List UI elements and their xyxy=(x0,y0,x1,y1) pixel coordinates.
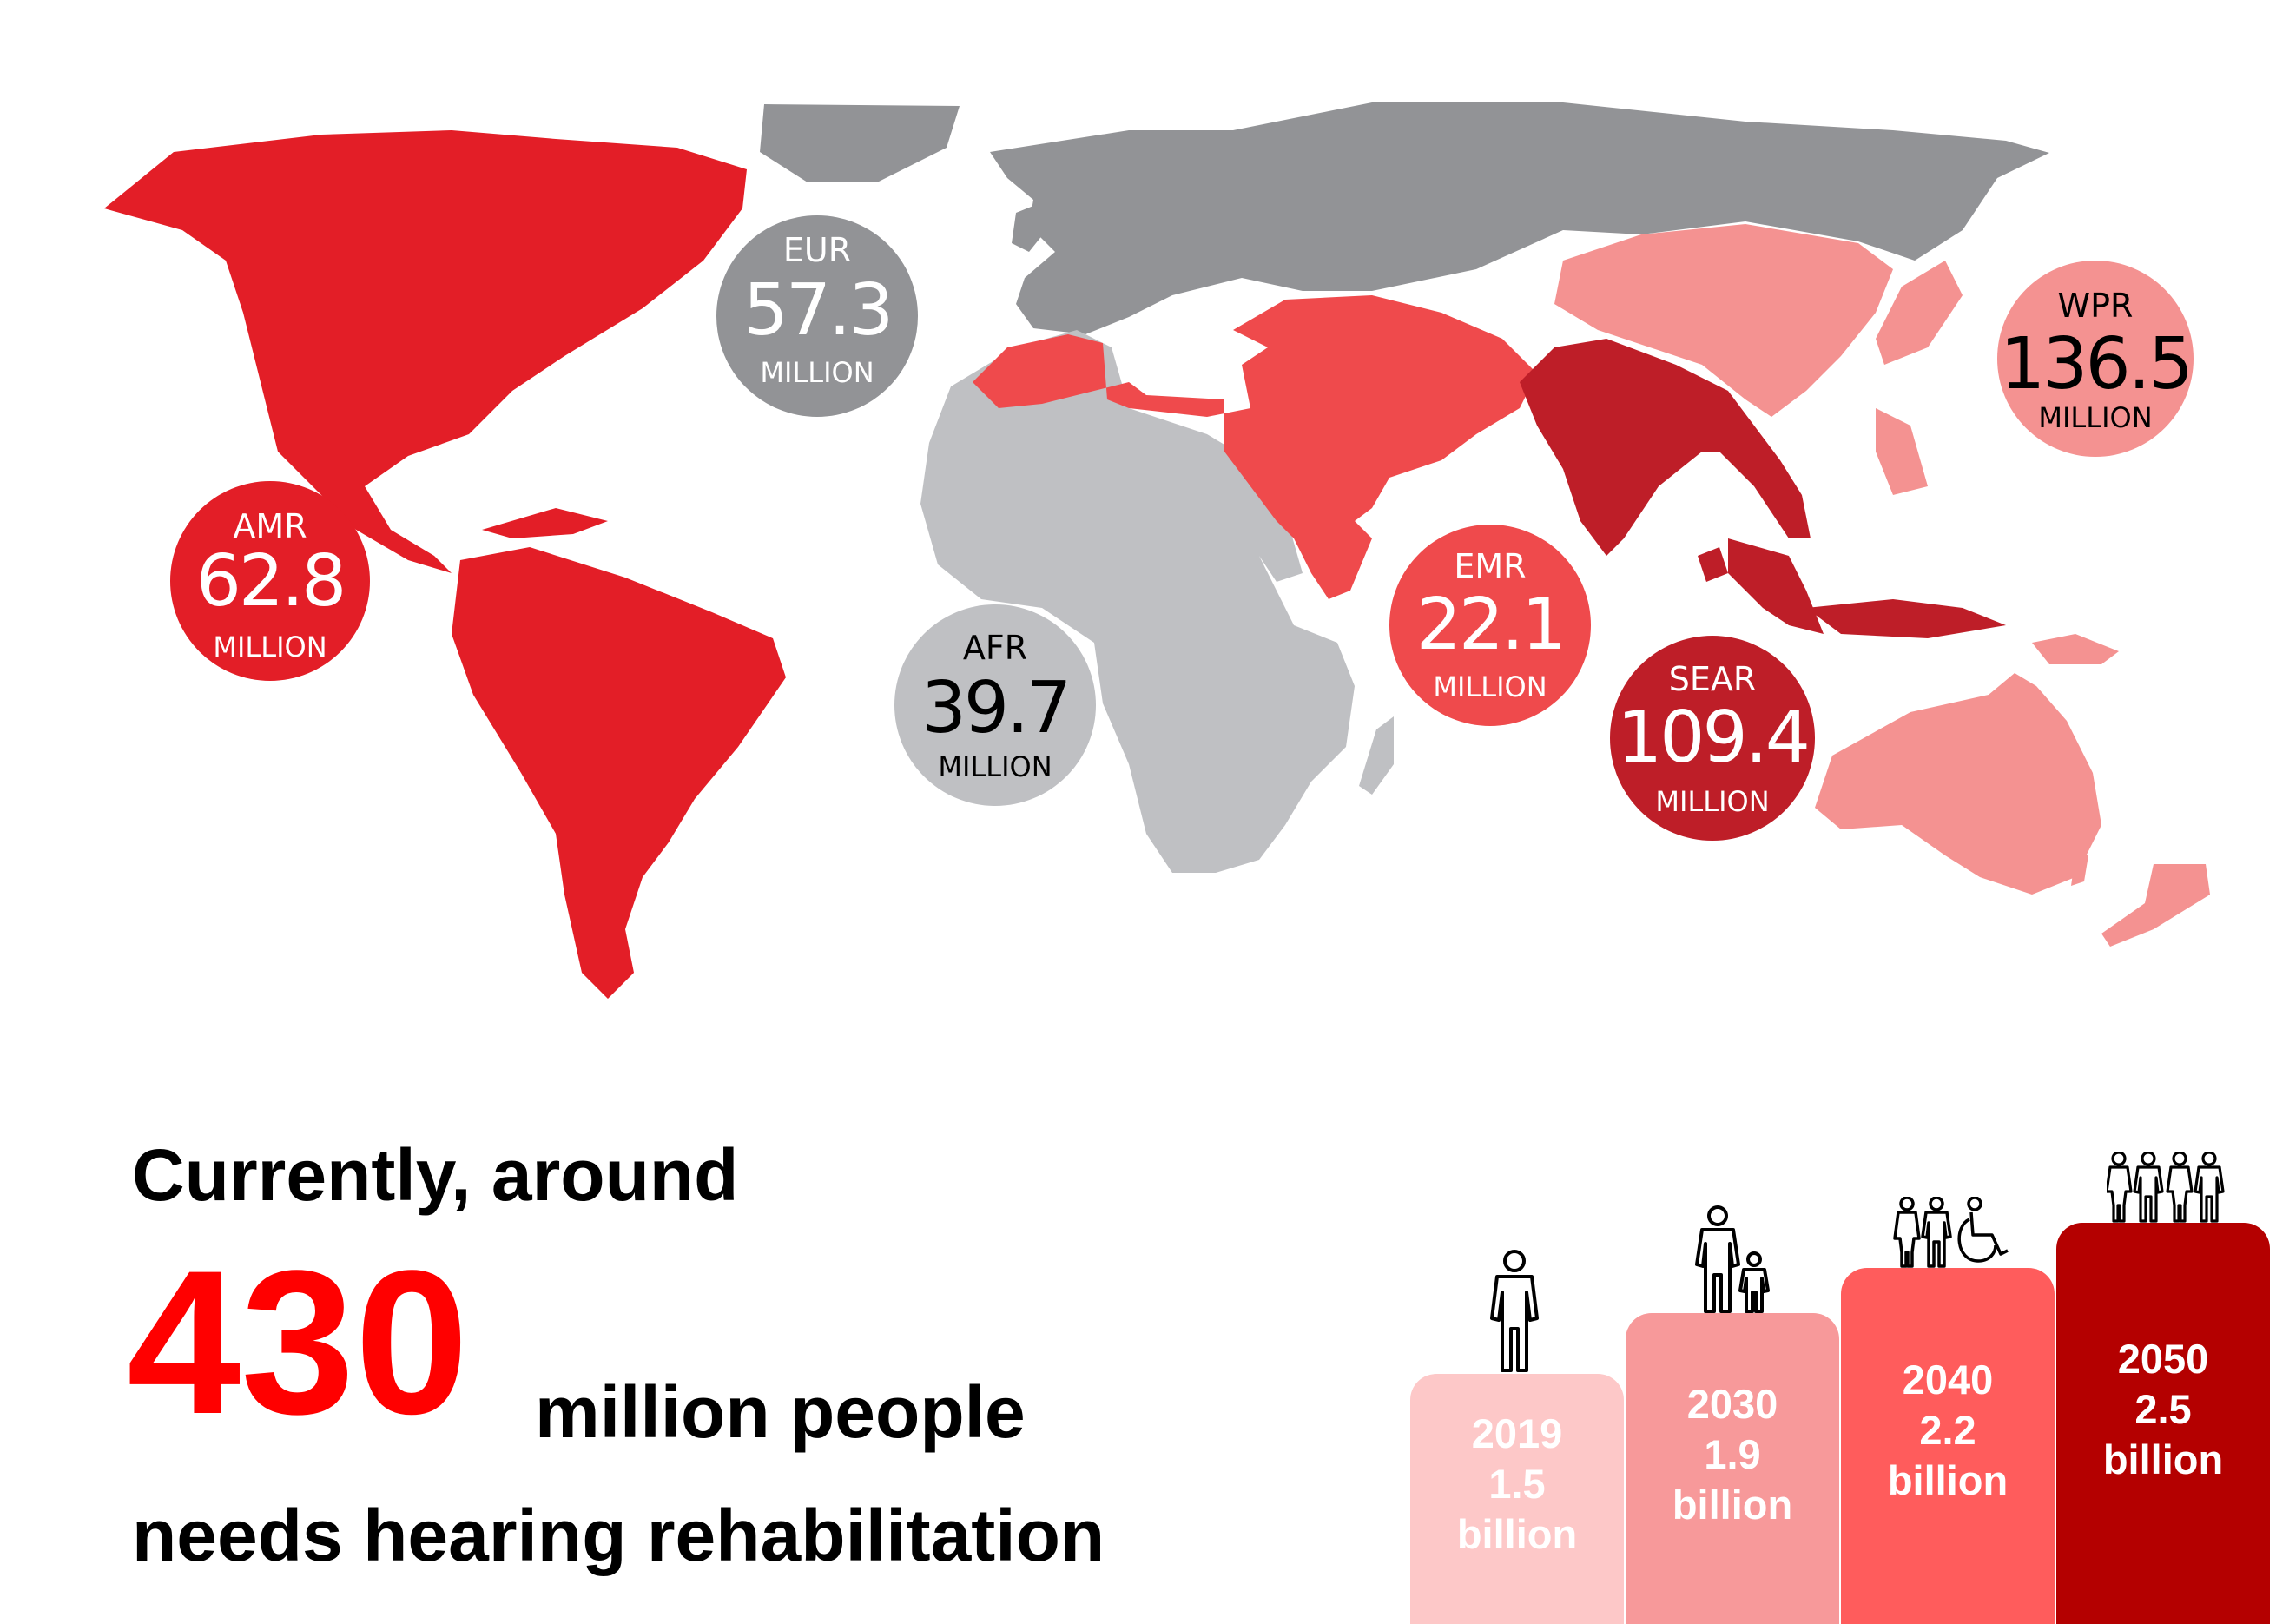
projection-bar-2040: 2040 2.2 billion xyxy=(1841,1268,2055,1624)
region-value: 109.4 xyxy=(1617,696,1811,779)
four-people-icon xyxy=(2107,1152,2225,1223)
map-region-eur xyxy=(760,102,2049,334)
region-code: WPR xyxy=(2057,287,2134,325)
headline-line-1: Currently, around xyxy=(132,1134,739,1216)
region-value: 57.3 xyxy=(742,269,894,352)
region-unit: MILLION xyxy=(1655,785,1770,818)
headline-line-3: needs hearing rehabilitation xyxy=(132,1495,1105,1576)
region-unit: MILLION xyxy=(760,356,874,389)
bar-year-label: 2050 xyxy=(2117,1336,2209,1382)
bar-unit-label: billion xyxy=(1456,1511,1578,1557)
map-region-sear xyxy=(1520,339,2006,638)
map-region-emr xyxy=(973,295,1537,599)
bar-value-label: 2.2 xyxy=(1919,1407,1976,1453)
region-unit: MILLION xyxy=(213,630,327,663)
bar-unit-label: billion xyxy=(1887,1457,2009,1503)
region-code: SEAR xyxy=(1668,660,1757,698)
region-bubble-eur: EUR 57.3 MILLION xyxy=(716,215,918,417)
region-bubble-wpr: WPR 136.5 MILLION xyxy=(1997,261,2194,457)
region-code: EUR xyxy=(782,231,852,269)
two-people-wheelchair-icon xyxy=(1893,1197,2009,1268)
region-value: 22.1 xyxy=(1415,584,1567,666)
region-bubble-amr: AMR 62.8 MILLION xyxy=(170,481,370,681)
world-map xyxy=(104,102,2210,999)
headline-number: 430 xyxy=(127,1228,469,1457)
projection-bar-2019: 2019 1.5 billion xyxy=(1410,1374,1624,1624)
region-bubble-emr: EMR 22.1 MILLION xyxy=(1389,525,1591,726)
region-code: EMR xyxy=(1454,547,1527,585)
region-bubble-afr: AFR 39.7 MILLION xyxy=(894,604,1096,806)
region-value: 39.7 xyxy=(920,667,1072,749)
adult-child-icon xyxy=(1695,1205,1770,1313)
region-code: AMR xyxy=(233,507,307,545)
region-code: AFR xyxy=(962,629,1028,667)
projection-bar-2030: 2030 1.9 billion xyxy=(1626,1313,1839,1624)
bar-value-label: 1.9 xyxy=(1704,1431,1761,1477)
bar-unit-label: billion xyxy=(1672,1482,1793,1528)
person-icon xyxy=(1490,1250,1539,1372)
region-bubble-sear: SEAR 109.4 MILLION xyxy=(1610,636,1815,841)
bar-value-label: 2.5 xyxy=(2134,1386,2192,1432)
bar-year-label: 2040 xyxy=(1902,1357,1994,1403)
bar-unit-label: billion xyxy=(2102,1436,2224,1482)
region-unit: MILLION xyxy=(938,750,1052,783)
region-value: 136.5 xyxy=(2000,323,2194,406)
region-unit: MILLION xyxy=(1433,670,1547,703)
bar-value-label: 1.5 xyxy=(1488,1461,1546,1507)
bar-year-label: 2019 xyxy=(1471,1410,1563,1456)
region-unit: MILLION xyxy=(2038,401,2153,434)
map-region-wpr xyxy=(1554,224,2210,947)
bar-year-label: 2030 xyxy=(1686,1381,1778,1427)
map-region-amr xyxy=(104,130,786,999)
headline-line-2: million people xyxy=(535,1371,1026,1453)
projection-bar-2050: 2050 2.5 billion xyxy=(2056,1223,2270,1624)
region-value: 62.8 xyxy=(195,540,347,623)
